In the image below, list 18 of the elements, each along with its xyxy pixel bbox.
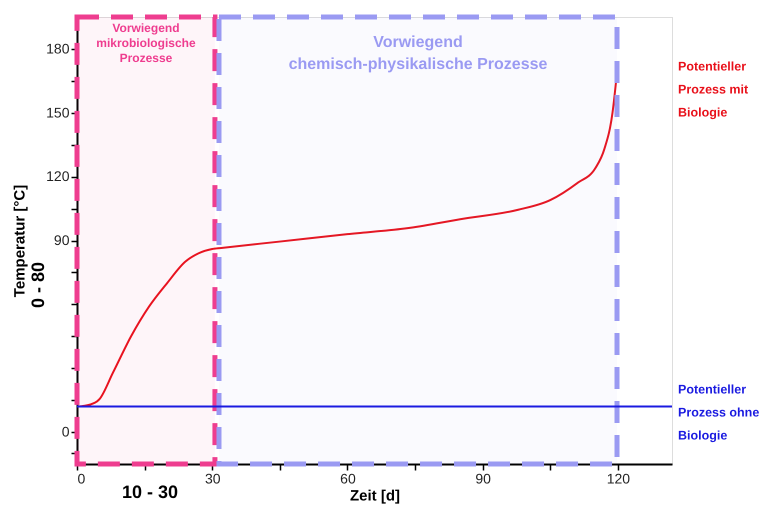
text: Potentieller Prozess mit Biologie — [678, 59, 750, 120]
x-axis-title: Zeit [d] — [350, 488, 400, 504]
x-tick-label: 60 — [340, 470, 356, 486]
text: 10 - 30 — [122, 482, 178, 502]
x-tick-label: 0 — [78, 470, 86, 486]
y-tick-label: 90 — [54, 232, 70, 248]
band-label: Vorwiegend mikrobiologische Prozesse — [96, 21, 196, 65]
y-tick-label: 0 — [62, 424, 70, 440]
x-tick-label: 30 — [204, 470, 221, 486]
y-tick-label: 120 — [46, 168, 70, 184]
y-tick-label: 150 — [46, 104, 70, 120]
y-axis-title: Temperatur [°C] — [12, 184, 28, 298]
y-tick-label: 180 — [46, 40, 70, 56]
x-tick-label: 120 — [606, 470, 630, 486]
text: 0 - 80 — [28, 262, 48, 308]
series-label: Potentieller Prozess ohne Biologie — [678, 382, 760, 443]
band-label: Vorwiegend chemisch-physikalische Prozesse — [288, 34, 548, 73]
x-tick-label: 90 — [475, 470, 492, 486]
